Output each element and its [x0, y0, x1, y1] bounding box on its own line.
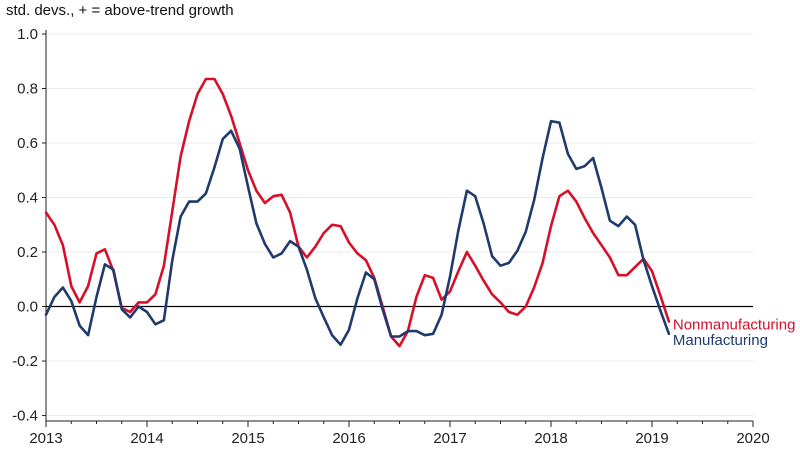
y-tick-label: 0.4 [17, 190, 38, 207]
y-tick-label: 0.2 [17, 244, 38, 261]
y-axis-title: std. devs., + = above-trend growth [6, 2, 234, 19]
y-tick-label: -0.2 [12, 353, 38, 370]
x-tick-label: 2017 [433, 430, 466, 447]
series-lines [44, 77, 671, 348]
x-tick-label: 2013 [29, 430, 62, 447]
y-tick-label: -0.4 [12, 408, 38, 425]
x-tick-label: 2014 [130, 430, 163, 447]
x-tick-label: 2018 [534, 430, 567, 447]
x-tick-label: 2020 [736, 430, 769, 447]
gridlines [46, 33, 753, 417]
series-line-nonmanufacturing [44, 77, 671, 348]
y-tick-label: 0.0 [17, 299, 38, 316]
x-tick-label: 2015 [231, 430, 264, 447]
series-label-manufacturing: Manufacturing [673, 332, 768, 349]
axes [42, 30, 754, 427]
x-tick-label: 2019 [635, 430, 668, 447]
y-tick-label: 1.0 [17, 26, 38, 43]
y-tick-label: 0.6 [17, 135, 38, 152]
x-tick-label: 2016 [332, 430, 365, 447]
y-tick-label: 0.8 [17, 81, 38, 98]
series-line-manufacturing [44, 119, 671, 347]
series-label-nonmanufacturing: Nonmanufacturing [673, 317, 796, 334]
labels: -0.4 -0.2 0.0 0.2 0.4 0.6 0.8 1.0 2013 2014 2015 20… [12, 26, 795, 447]
